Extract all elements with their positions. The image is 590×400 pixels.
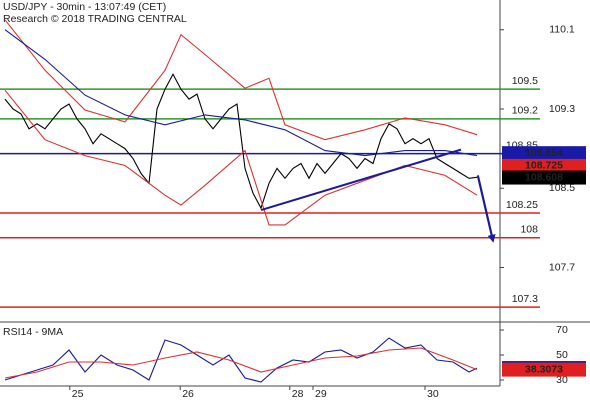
- y-tick-label: 70: [556, 324, 568, 336]
- price-tag-label: 108.608: [525, 171, 563, 183]
- price-tag: [502, 146, 586, 161]
- rsi-title: RSI14 - 9MA: [3, 326, 63, 338]
- y-tick-label: 108.5: [549, 182, 575, 194]
- level-label: 109.2: [512, 105, 538, 117]
- series-line: [4, 29, 478, 157]
- series-line: [4, 337, 478, 383]
- x-tick-label: 30: [427, 388, 439, 400]
- level-label: 108: [520, 224, 538, 236]
- x-tick-label: 29: [315, 388, 327, 400]
- level-label: 107.3: [512, 293, 538, 305]
- y-tick-label: 107.7: [549, 261, 575, 273]
- y-tick-label: 110.1: [549, 24, 575, 36]
- y-tick-label: 109.3: [549, 103, 575, 115]
- series-line: [4, 19, 478, 141]
- level-label: 109.5: [512, 75, 538, 87]
- series-line: [4, 347, 478, 379]
- price-tag-label: 38.3073: [525, 363, 563, 375]
- price-tag: [502, 362, 586, 377]
- price-tag-label: 108.725: [525, 160, 563, 172]
- y-tick-label: 50: [556, 349, 568, 361]
- x-tick-label: 28: [292, 388, 304, 400]
- price-tag: [502, 158, 586, 173]
- price-tag: [502, 170, 586, 185]
- price-tag-label: 108.854: [525, 147, 563, 159]
- chart-subtitle: Research © 2018 TRADING CENTRAL: [3, 13, 187, 25]
- trendline: [260, 148, 462, 212]
- x-tick-label: 25: [72, 388, 84, 400]
- x-tick-label: 26: [182, 388, 194, 400]
- y-tick-label: 30: [556, 374, 568, 386]
- chart-title: USD/JPY - 30min - 13:07:49 (CET): [3, 1, 166, 13]
- level-label: 108.25: [506, 199, 538, 211]
- forecast-arrow: [476, 175, 496, 243]
- series-line: [4, 73, 478, 210]
